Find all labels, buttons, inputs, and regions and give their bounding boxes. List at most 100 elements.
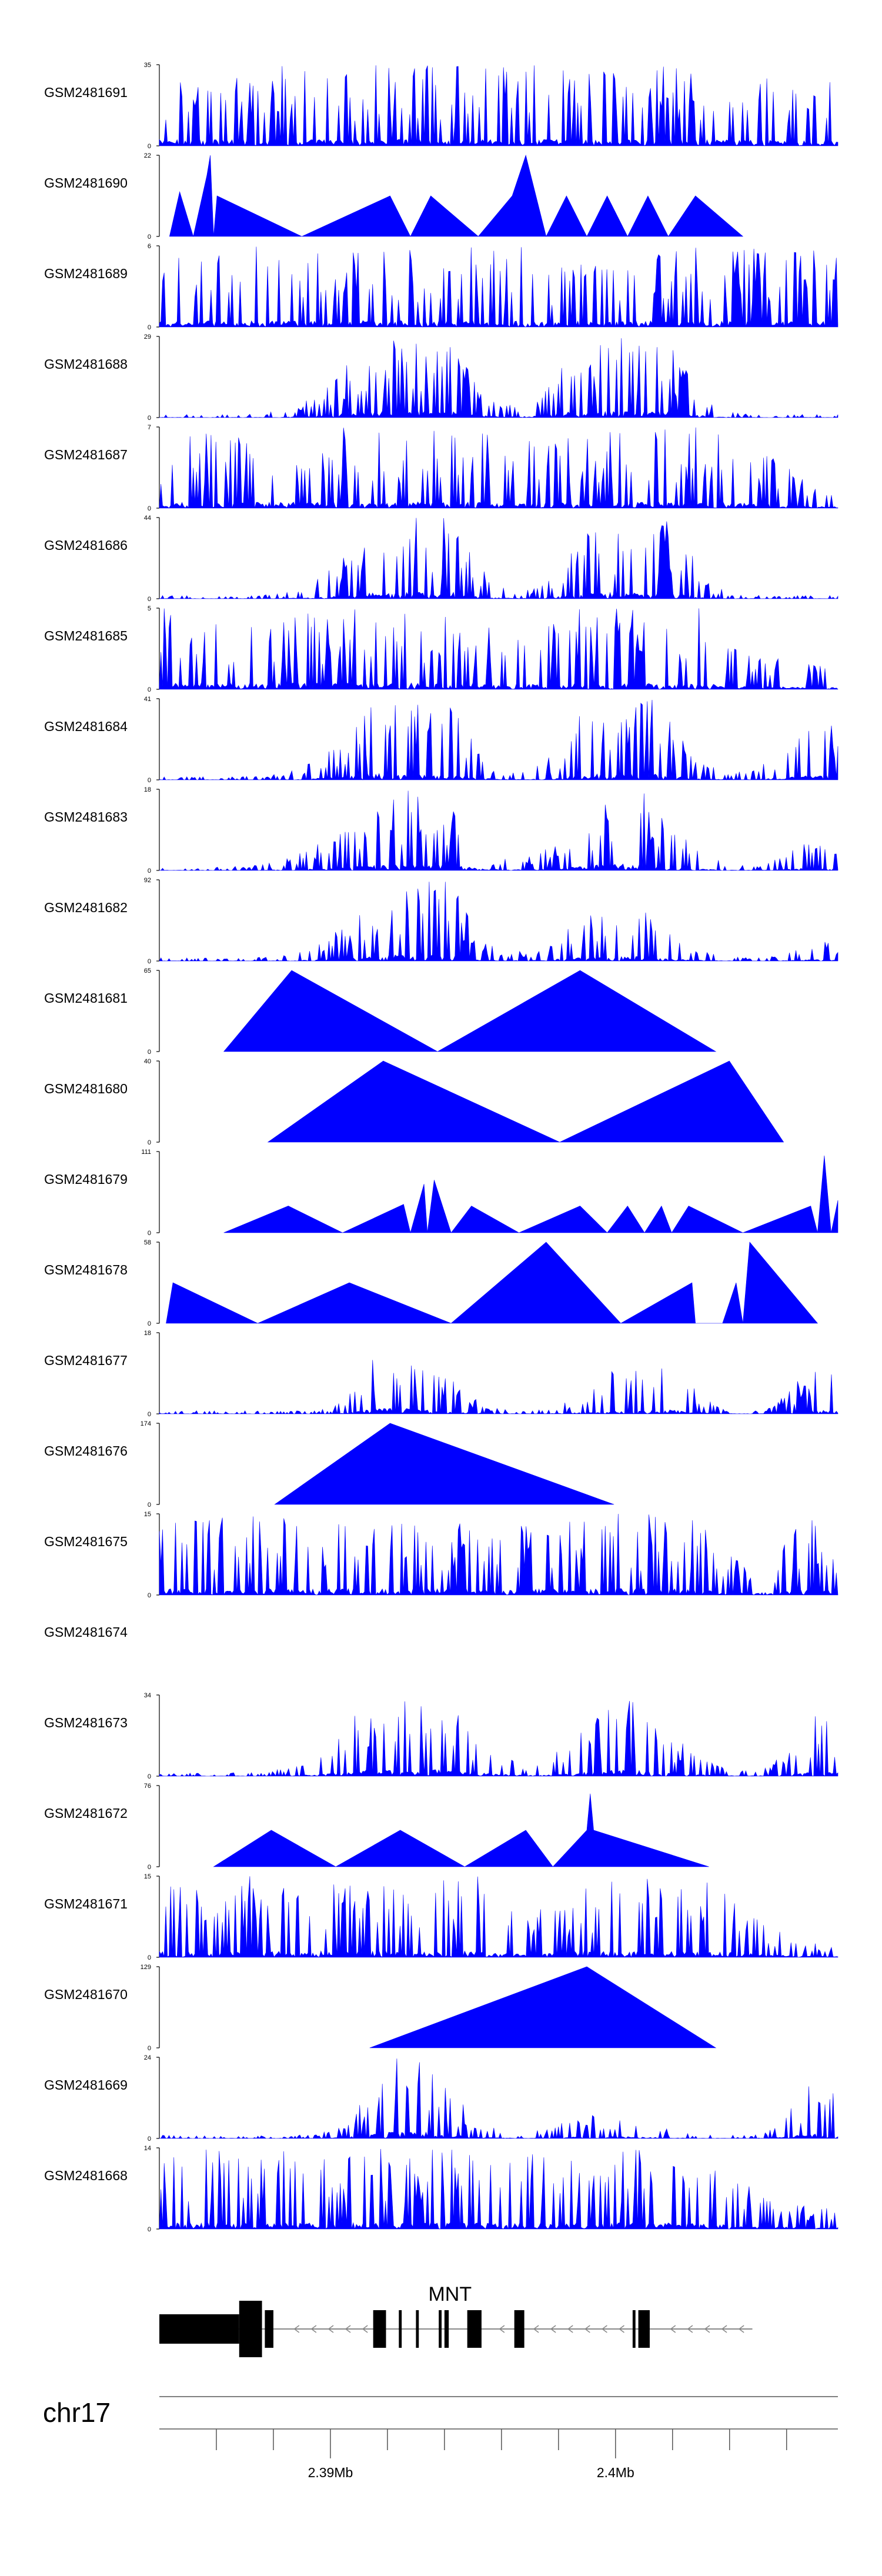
track-ymin-label: 0: [148, 1139, 151, 1146]
strand-chevron: [704, 2325, 710, 2333]
track-label: GSM2481681: [44, 990, 128, 1006]
exon: [638, 2310, 650, 2348]
track-ymax-label: 174: [141, 1420, 151, 1427]
track-ymax-label: 5: [148, 605, 151, 612]
track-ymax-label: 44: [144, 515, 151, 522]
track-GSM2481674: GSM2481674: [44, 1624, 128, 1640]
coverage-area: [267, 1060, 784, 1143]
coverage-tracks: GSM2481691350GSM2481690220GSM248168960GS…: [44, 62, 838, 2233]
track-GSM2481673: GSM2481673 34 0: [44, 1692, 838, 1780]
track-label: GSM2481669: [44, 2077, 128, 2093]
track-label: GSM2481690: [44, 175, 128, 191]
track-ymin-label: 0: [148, 1230, 151, 1237]
track-GSM2481685: GSM2481685 5 0: [44, 605, 838, 693]
track-ymax-label: 29: [144, 333, 151, 341]
strand-chevron: [721, 2325, 727, 2333]
exon: [444, 2310, 449, 2348]
track-label: GSM2481689: [44, 266, 128, 281]
track-label: GSM2481679: [44, 1172, 128, 1187]
track-ymin-label: 0: [148, 686, 151, 693]
coverage-area: [166, 1242, 818, 1324]
track-GSM2481676: GSM2481676 174 0: [44, 1420, 614, 1509]
strand-chevron: [345, 2325, 351, 2333]
track-label: GSM2481680: [44, 1081, 128, 1096]
track-GSM2481690: GSM2481690 22 0: [44, 152, 744, 241]
strand-chevron: [533, 2325, 539, 2333]
gene-exons: [159, 2301, 650, 2357]
track-label: GSM2481675: [44, 1534, 128, 1549]
coverage-area: [159, 790, 838, 871]
track-ymin-label: 0: [148, 1411, 151, 1418]
track-ymax-label: 76: [144, 1783, 151, 1790]
track-ymin-label: 0: [148, 505, 151, 512]
coverage-area: [223, 970, 717, 1052]
track-ymax-label: 14: [144, 2145, 151, 2152]
coverage-area: [159, 1701, 838, 1777]
track-GSM2481691: GSM2481691 35 0: [44, 62, 838, 150]
coverage-area: [159, 338, 838, 418]
strand-chevron: [550, 2325, 556, 2333]
exon: [239, 2301, 262, 2357]
strand-chevron: [310, 2325, 317, 2333]
exon: [416, 2310, 419, 2348]
gene-name-label: MNT: [428, 2283, 472, 2305]
strand-chevron: [619, 2325, 624, 2333]
track-GSM2481675: GSM2481675 15 0: [44, 1511, 838, 1599]
track-ymax-label: 58: [144, 1239, 151, 1246]
coverage-area: [223, 1155, 838, 1234]
track-ymin-label: 0: [148, 1954, 151, 1961]
strand-chevron: [293, 2325, 300, 2333]
track-label: GSM2481670: [44, 1987, 128, 2002]
track-ymax-label: 22: [144, 152, 151, 159]
track-GSM2481687: GSM2481687 7 0: [44, 424, 838, 512]
coverage-area: [159, 882, 838, 962]
exon: [399, 2310, 402, 2348]
strand-chevron: [328, 2325, 334, 2333]
coverage-area: [159, 427, 838, 509]
track-ymax-label: 65: [144, 967, 151, 975]
track-ymax-label: 34: [144, 1692, 151, 1699]
track-label: GSM2481688: [44, 356, 128, 372]
exon: [159, 2314, 239, 2344]
track-ymax-label: 129: [141, 1964, 151, 1971]
track-ymax-label: 6: [148, 243, 151, 250]
track-GSM2481668: GSM2481668 14 0: [44, 2145, 838, 2233]
exon: [265, 2310, 273, 2348]
track-ymax-label: 40: [144, 1058, 151, 1065]
strand-chevron: [499, 2325, 505, 2333]
track-GSM2481680: GSM2481680 40 0: [44, 1058, 784, 1146]
strand-chevron: [602, 2325, 607, 2333]
strand-chevron: [670, 2325, 676, 2333]
track-ymin-label: 0: [148, 415, 151, 422]
strand-chevron: [567, 2325, 573, 2333]
exon: [632, 2310, 636, 2348]
track-ymax-label: 15: [144, 1873, 151, 1880]
coverage-area: [159, 1514, 838, 1596]
coverage-area: [159, 65, 838, 146]
coverage-area: [169, 154, 744, 238]
coverage-area: [274, 1423, 614, 1505]
track-label: GSM2481684: [44, 719, 128, 734]
exon: [514, 2310, 524, 2348]
axis-tick-label: 2.39Mb: [308, 2465, 353, 2480]
track-GSM2481688: GSM2481688 29 0: [44, 333, 838, 422]
track-label: GSM2481677: [44, 1353, 128, 1368]
track-ymin-label: 0: [148, 2226, 151, 2233]
track-GSM2481689: GSM2481689 6 0: [44, 243, 838, 331]
track-ymin-label: 0: [148, 2135, 151, 2143]
chromosome-label: chr17: [43, 2397, 111, 2428]
strand-chevrons: [293, 2325, 744, 2333]
track-GSM2481682: GSM2481682 92 0: [44, 877, 838, 965]
track-label: GSM2481678: [44, 1262, 128, 1277]
track-ymin-label: 0: [148, 1320, 151, 1327]
track-ymin-label: 0: [148, 1773, 151, 1780]
track-label: GSM2481683: [44, 809, 128, 825]
track-label: GSM2481686: [44, 538, 128, 553]
track-GSM2481677: GSM2481677 18 0: [44, 1330, 838, 1418]
axis-tick-label: 2.4Mb: [597, 2465, 634, 2480]
genome-axis: chr17 2.39Mb 2.4Mb: [43, 2396, 838, 2480]
track-label: GSM2481685: [44, 628, 128, 643]
track-GSM2481686: GSM2481686 44 0: [44, 515, 838, 603]
strand-chevron: [687, 2325, 693, 2333]
